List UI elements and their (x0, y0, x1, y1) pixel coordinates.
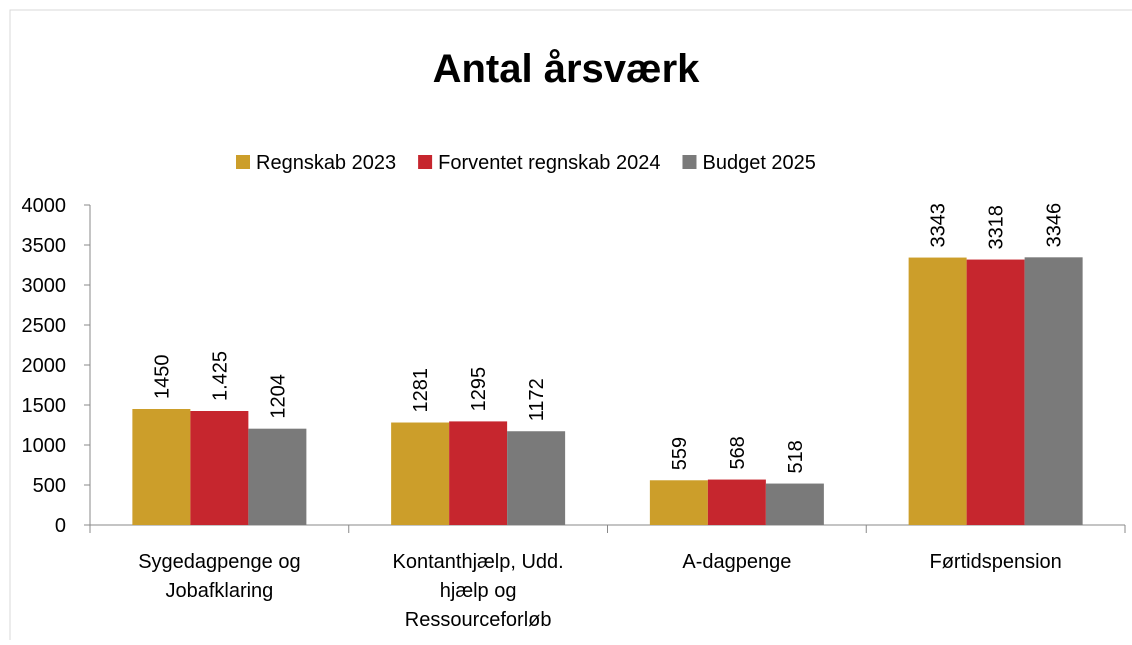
bar (507, 431, 566, 525)
x-tick-label: Sygedagpenge og (138, 551, 300, 573)
legend-label: Regnskab 2023 (256, 152, 396, 174)
x-tick-label: Ressourceforløb (405, 609, 552, 631)
bar (248, 428, 307, 525)
bar (449, 421, 508, 525)
data-label: 1204 (267, 374, 289, 419)
x-tick-label: Jobafklaring (165, 580, 273, 602)
y-tick-label: 500 (33, 475, 66, 497)
x-tick-label: Kontanthjælp, Udd. (393, 551, 564, 573)
data-label: 559 (669, 437, 691, 470)
y-tick-label: 3500 (22, 235, 67, 257)
data-label: 3343 (928, 203, 950, 248)
chart-title: Antal årsværk (433, 47, 701, 91)
y-tick-label: 1500 (22, 395, 67, 417)
legend-label: Budget 2025 (702, 152, 815, 174)
legend-swatch (236, 155, 250, 169)
bar (765, 483, 824, 525)
data-label: 3346 (1044, 203, 1066, 248)
data-label: 568 (727, 436, 749, 469)
data-label: 1.425 (209, 351, 231, 401)
bar (649, 480, 708, 525)
y-tick-label: 2000 (22, 355, 67, 377)
bar (391, 422, 450, 525)
y-tick-label: 3000 (22, 275, 67, 297)
data-label: 1295 (468, 367, 490, 412)
data-label: 518 (785, 440, 807, 473)
bar (190, 411, 249, 525)
legend-label: Forventet regnskab 2024 (438, 152, 660, 174)
y-tick-label: 2500 (22, 315, 67, 337)
x-tick-label: Førtidspension (929, 551, 1061, 573)
bar (966, 259, 1025, 525)
x-tick-label: A-dagpenge (682, 551, 791, 573)
data-label: 1450 (151, 355, 173, 400)
legend-swatch (418, 155, 433, 169)
data-label: 1281 (410, 368, 432, 413)
bar (1024, 257, 1083, 525)
x-tick-label: hjælp og (440, 580, 517, 602)
y-tick-label: 0 (55, 515, 66, 537)
bar (132, 409, 191, 525)
data-label: 1172 (526, 378, 548, 421)
y-tick-label: 4000 (22, 195, 67, 217)
y-tick-label: 1000 (22, 435, 67, 457)
legend-swatch (682, 155, 697, 169)
bar (908, 257, 967, 525)
data-label: 3318 (986, 205, 1008, 250)
bar (707, 479, 766, 525)
